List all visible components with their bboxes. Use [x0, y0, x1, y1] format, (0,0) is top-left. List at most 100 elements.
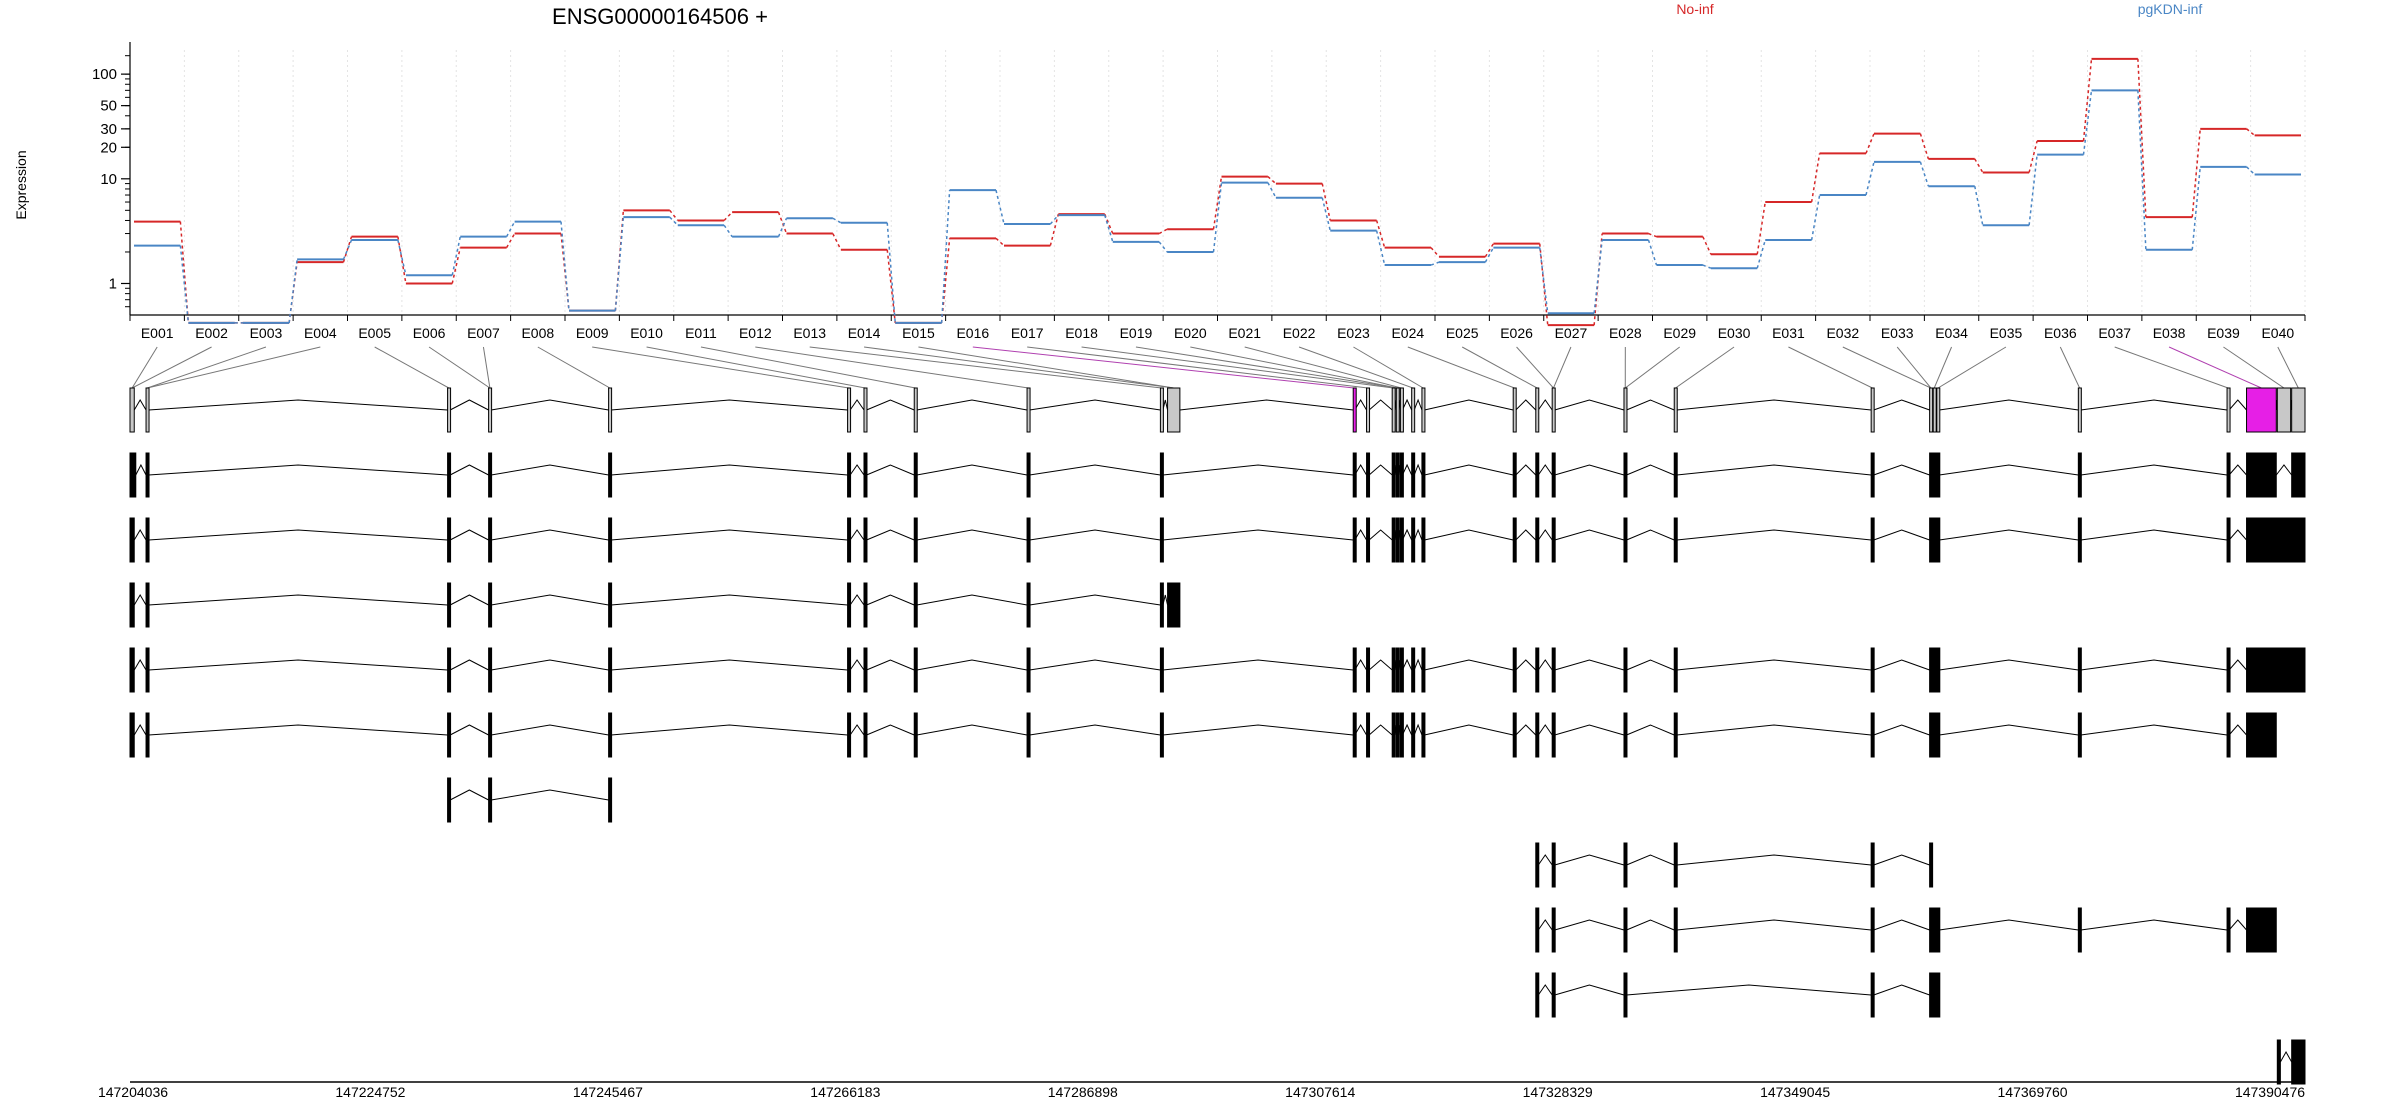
transcript-4-intron	[1677, 660, 1871, 670]
transcript-1-exon	[146, 453, 149, 497]
genomic-tick-label: 147390476	[2235, 1084, 2305, 1100]
gene-model-intron	[491, 400, 608, 410]
transcript-1-exon	[1937, 453, 1940, 497]
transcript-5-exon	[2078, 713, 2081, 757]
transcript-2-intron	[1555, 530, 1624, 540]
transcript-1-intron	[1555, 465, 1624, 475]
transcript-5-intron	[134, 725, 146, 735]
exon-bin-label: E010	[630, 325, 663, 341]
transcript-8-intron	[1874, 920, 1930, 930]
transcript-2-exon	[1353, 518, 1356, 562]
exon-bin-label: E016	[956, 325, 989, 341]
series-connector	[1322, 184, 1330, 221]
gene-model-exon	[848, 388, 851, 432]
transcript-2-exon	[1422, 518, 1425, 562]
transcript-1-exon	[1400, 453, 1403, 497]
exon-bin-label: E015	[902, 325, 935, 341]
transcript-1-exon	[1396, 453, 1399, 497]
transcript-2-exon	[1027, 518, 1030, 562]
transcript-2-intron	[1030, 530, 1161, 540]
transcript-8-exon	[1536, 908, 1539, 952]
transcript-2-exon	[1367, 518, 1370, 562]
exon-bin-label: E012	[739, 325, 772, 341]
transcript-9-exon	[1937, 973, 1940, 1017]
transcript-10-exon	[2277, 1040, 2280, 1084]
exon-bin-label: E001	[141, 325, 174, 341]
transcript-2-exon	[2247, 518, 2305, 562]
transcript-2-exon	[2227, 518, 2230, 562]
gene-model-track	[130, 388, 2305, 432]
transcript-4-exon	[1536, 648, 1539, 692]
transcript-7-exon	[1930, 843, 1933, 887]
transcript-2-intron	[134, 530, 146, 540]
gene-model-exon	[1933, 388, 1936, 432]
y-tick-label: 50	[100, 98, 117, 115]
transcript-5-intron	[867, 725, 915, 735]
transcript-4-exon	[914, 648, 917, 692]
transcript-2-intron	[1516, 530, 1536, 540]
transcript-5-exon	[1930, 713, 1933, 757]
y-tick-label: 1	[109, 275, 117, 292]
exon-bin-label: E006	[413, 325, 446, 341]
gene-model-intron	[1939, 400, 2078, 410]
transcript-3-intron	[867, 595, 915, 605]
transcript-2-exon	[848, 518, 851, 562]
bin-to-exon-connector	[1788, 347, 1872, 388]
bin-to-exon-connector	[2115, 347, 2228, 388]
transcript-8-exon	[1937, 908, 1940, 952]
transcript-8-exon	[1930, 908, 1933, 952]
transcript-1-intron	[2229, 465, 2246, 475]
transcript-4-exon	[1871, 648, 1874, 692]
transcript-4-exon	[1353, 648, 1356, 692]
transcript-2-exon	[1412, 518, 1415, 562]
transcript-5-intron	[850, 725, 864, 735]
transcript-1-exon	[1933, 453, 1936, 497]
transcript-9-intron	[1627, 985, 1872, 995]
transcript-1-intron	[1030, 465, 1161, 475]
transcript-3-exon	[609, 583, 612, 627]
transcript-4-exon	[1930, 648, 1933, 692]
bin-to-exon-connector	[2278, 347, 2299, 388]
transcript-8-exon	[1624, 908, 1627, 952]
transcript-1-exon	[489, 453, 492, 497]
transcript-4-exon	[2078, 648, 2081, 692]
transcript-2-intron	[1874, 530, 1930, 540]
gene-model-intron	[867, 400, 915, 410]
transcript-4-intron	[1627, 660, 1675, 670]
exon-bin-label: E002	[195, 325, 228, 341]
transcript-9-exon	[1624, 973, 1627, 1017]
transcript-1-exon	[130, 453, 136, 497]
series-connector	[2192, 129, 2200, 217]
transcript-8-exon	[2227, 908, 2230, 952]
transcript-1-exon	[1412, 453, 1415, 497]
exon-bin-label: E029	[1663, 325, 1696, 341]
series-connector	[1377, 220, 1385, 247]
exon-bin-label: E020	[1174, 325, 1207, 341]
bin-to-exon-connector	[1625, 347, 1679, 388]
transcript-2-exon	[914, 518, 917, 562]
transcript-2-exon	[448, 518, 451, 562]
bin-to-exon-connector	[1843, 347, 1931, 388]
transcript-2-intron	[850, 530, 864, 540]
gene-model-exon	[1624, 388, 1627, 432]
gene-model-intron	[1414, 400, 1422, 410]
transcript-9-intron	[1874, 985, 1930, 995]
transcript-4-intron	[2081, 660, 2227, 670]
transcript-1-exon	[1871, 453, 1874, 497]
transcript-2-exon	[1937, 518, 1940, 562]
transcript-4-exon	[848, 648, 851, 692]
transcript-1-exon	[1624, 453, 1627, 497]
exon-bin-label: E003	[250, 325, 283, 341]
gene-model-intron	[1424, 400, 1513, 410]
transcript-5-exon	[914, 713, 917, 757]
gene-model-exon	[1367, 388, 1370, 432]
transcript-2-intron	[450, 530, 488, 540]
gene-model-intron	[149, 400, 448, 410]
transcript-1-intron	[867, 465, 915, 475]
transcript-7-intron	[1627, 855, 1675, 865]
transcript-1-exon	[609, 453, 612, 497]
transcript-1-intron	[1939, 465, 2078, 475]
gene-model-intron	[1180, 400, 1353, 410]
legend-pgkdn-inf: pgKDN-inf	[2138, 1, 2203, 17]
